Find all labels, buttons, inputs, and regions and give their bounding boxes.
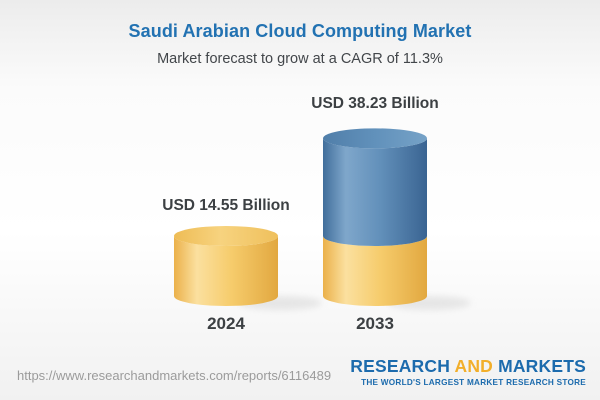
logo-word-and: AND xyxy=(454,356,493,376)
page-title: Saudi Arabian Cloud Computing Market xyxy=(128,21,472,41)
category-label-2024: 2024 xyxy=(207,314,245,333)
page-subtitle: Market forecast to grow at a CAGR of 11.… xyxy=(157,51,443,67)
cylinder-top xyxy=(174,226,278,246)
logo-word-research: RESEARCH xyxy=(350,356,451,376)
logo-word-markets: MARKETS xyxy=(498,356,586,376)
cylinder-segment xyxy=(323,138,427,246)
cylinder-segment xyxy=(174,236,278,306)
research-and-markets-logo: RESEARCH AND MARKETS THE WORLD'S LARGEST… xyxy=(350,356,586,387)
report-url: https://www.researchandmarkets.com/repor… xyxy=(17,368,332,383)
value-label-2033: USD 38.23 Billion xyxy=(311,95,439,112)
logo-tagline: THE WORLD'S LARGEST MARKET RESEARCH STOR… xyxy=(361,377,586,387)
value-label-2024: USD 14.55 Billion xyxy=(162,197,290,214)
logo-wordmark: RESEARCH AND MARKETS xyxy=(350,356,586,376)
cylinder-segment xyxy=(323,236,427,306)
cylinder-top xyxy=(323,128,427,149)
category-label-2033: 2033 xyxy=(356,314,394,333)
